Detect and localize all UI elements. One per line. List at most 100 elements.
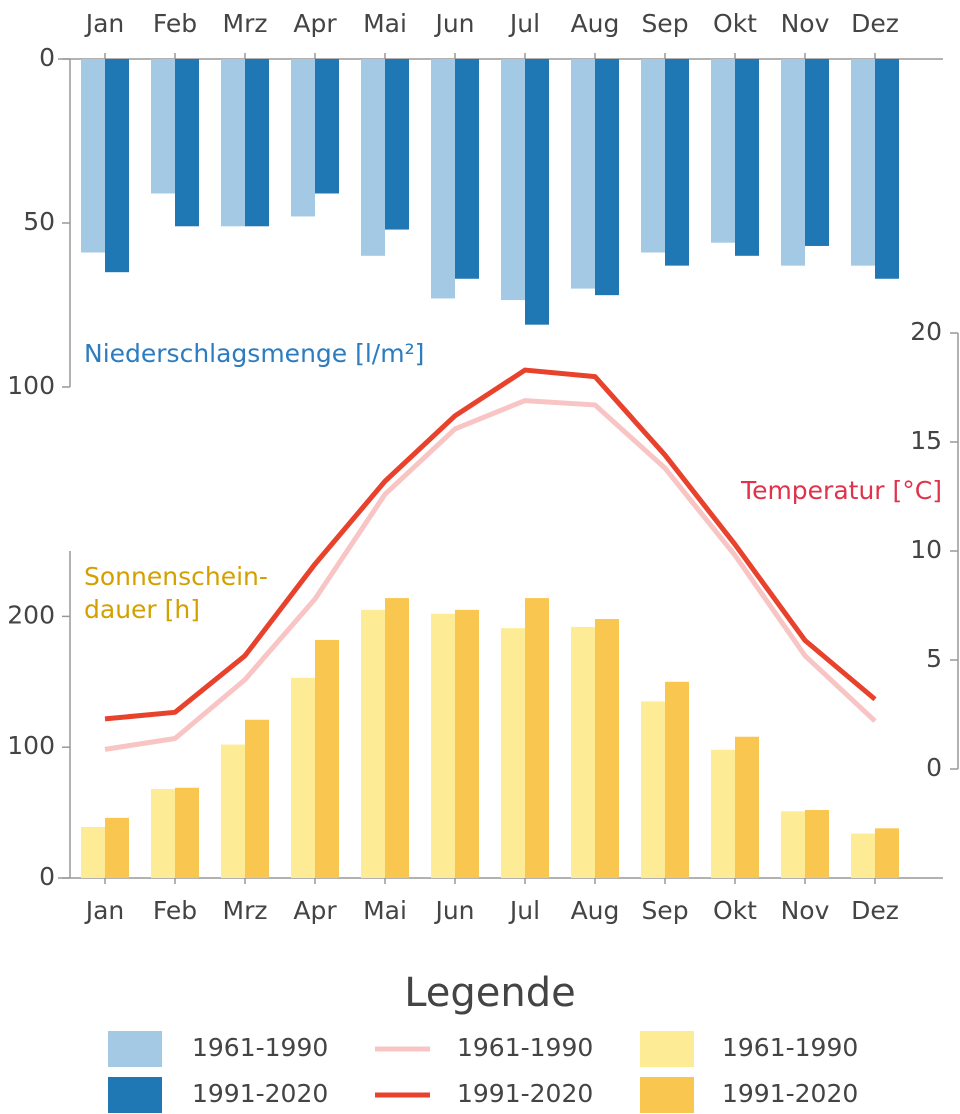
bar: [245, 719, 269, 878]
x-tick-label: Mai: [363, 896, 407, 925]
bar: [875, 59, 899, 279]
bar: [455, 609, 479, 878]
bar: [501, 59, 525, 301]
bar: [151, 789, 175, 878]
bar: [805, 59, 829, 246]
chart-title: Sonnenschein-: [84, 562, 268, 591]
y-tick-label: 0: [39, 862, 55, 891]
x-tick-label: Jun: [433, 9, 474, 38]
y-tick-label: 0: [39, 43, 55, 72]
bar: [361, 59, 385, 256]
bar: [851, 833, 875, 878]
bar: [525, 598, 549, 878]
x-tick-label: Dez: [851, 896, 899, 925]
y-tick-label: 100: [7, 731, 55, 760]
bar: [361, 609, 385, 878]
bar: [175, 787, 199, 878]
x-tick-label: Nov: [781, 9, 830, 38]
bar: [175, 59, 199, 227]
y-tick-label: 50: [23, 207, 55, 236]
bar: [315, 59, 339, 194]
x-tick-label: Jul: [508, 9, 540, 38]
x-tick-label: Apr: [293, 9, 337, 38]
bar: [385, 598, 409, 878]
y2-tick-label: 20: [910, 317, 942, 346]
legend-label: 1961-1990: [457, 1033, 593, 1062]
y2-tick-label: 10: [910, 535, 942, 564]
bar: [245, 59, 269, 227]
bar: [641, 701, 665, 878]
chart-title: dauer [h]: [84, 595, 200, 624]
x-tick-label: Mrz: [223, 896, 268, 925]
x-tick-label: Jan: [84, 896, 125, 925]
y2-tick-label: 5: [926, 644, 942, 673]
bar: [105, 817, 129, 878]
legend-swatch: [640, 1031, 694, 1067]
y2-tick-label: 0: [926, 753, 942, 782]
legend-title: Legende: [404, 970, 576, 1016]
x-tick-label: Jul: [508, 896, 540, 925]
legend-label: 1961-1990: [192, 1033, 328, 1062]
bar: [525, 59, 549, 325]
y2-tick-label: 15: [910, 426, 942, 455]
x-tick-label: Aug: [571, 9, 620, 38]
bar: [431, 59, 455, 299]
bar: [221, 59, 245, 227]
line: [104, 367, 877, 722]
x-tick-label: Mai: [363, 9, 407, 38]
bar: [735, 736, 759, 878]
bar: [595, 59, 619, 296]
bar: [641, 59, 665, 253]
bar: [805, 809, 829, 878]
x-tick-label: Okt: [713, 9, 757, 38]
y-tick-label: 200: [7, 600, 55, 629]
bar: [595, 619, 619, 878]
bar: [571, 626, 595, 878]
chart-title: Temperatur [°C]: [740, 476, 942, 505]
x-tick-label: Feb: [153, 9, 197, 38]
x-tick-label: Jan: [84, 9, 125, 38]
bar: [81, 826, 105, 878]
legend-label: 1991-2020: [457, 1079, 593, 1108]
x-tick-label: Dez: [851, 9, 899, 38]
x-tick-label: Feb: [153, 896, 197, 925]
bar: [735, 59, 759, 256]
legend-label: 1961-1990: [722, 1033, 858, 1062]
bar: [711, 749, 735, 878]
x-tick-label: Sep: [641, 896, 688, 925]
bar: [221, 744, 245, 878]
bar: [665, 59, 689, 266]
bar: [875, 828, 899, 878]
legend-swatch: [640, 1077, 694, 1113]
x-tick-label: Sep: [641, 9, 688, 38]
bar: [665, 681, 689, 878]
bar: [455, 59, 479, 279]
line: [104, 398, 877, 752]
x-tick-label: Apr: [293, 896, 337, 925]
bar: [781, 811, 805, 878]
bar: [385, 59, 409, 230]
x-tick-label: Nov: [781, 896, 830, 925]
legend-swatch: [108, 1031, 162, 1067]
bar: [291, 677, 315, 878]
bar: [81, 59, 105, 253]
legend-label: 1991-2020: [192, 1079, 328, 1108]
bar: [291, 59, 315, 217]
bar: [781, 59, 805, 266]
bar: [501, 628, 525, 878]
x-tick-label: Jun: [433, 896, 474, 925]
x-tick-label: Aug: [571, 896, 620, 925]
bar: [105, 59, 129, 273]
y-tick-label: 100: [7, 371, 55, 400]
bar: [151, 59, 175, 194]
legend-swatch: [108, 1077, 162, 1113]
bar: [711, 59, 735, 243]
x-tick-label: Okt: [713, 896, 757, 925]
x-tick-label: Mrz: [223, 9, 268, 38]
bar: [431, 613, 455, 878]
bar: [315, 639, 339, 878]
bar: [571, 59, 595, 289]
legend-label: 1991-2020: [722, 1079, 858, 1108]
chart-title: Niederschlagsmenge [l/m²]: [84, 339, 424, 368]
